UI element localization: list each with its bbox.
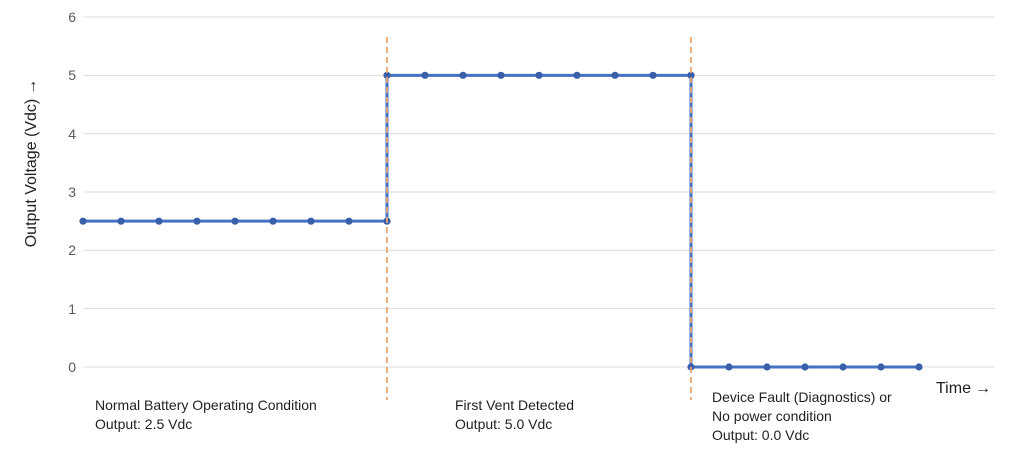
- y-tick-label: 4: [68, 125, 76, 142]
- data-point-marker: [117, 217, 125, 225]
- data-point-marker: [763, 363, 771, 371]
- y-tick-label: 5: [68, 67, 76, 84]
- data-point-marker: [79, 217, 87, 225]
- annotation-line: Output: 2.5 Vdc: [95, 416, 193, 432]
- annotation-first-vent: First Vent Detected Output: 5.0 Vdc: [455, 396, 574, 434]
- data-point-marker: [231, 217, 239, 225]
- data-point-marker: [687, 71, 695, 79]
- data-point-marker: [307, 217, 315, 225]
- data-point-marker: [421, 71, 429, 79]
- y-tick-label: 1: [68, 300, 76, 317]
- annotation-line: No power condition: [712, 408, 832, 424]
- data-point-marker: [725, 363, 733, 371]
- y-tick-label: 3: [68, 184, 76, 200]
- y-axis-title-text: Output Voltage (Vdc): [23, 98, 40, 248]
- x-axis-title: Time →: [936, 380, 991, 398]
- data-point-marker: [459, 71, 467, 79]
- data-point-marker: [269, 217, 277, 225]
- annotation-line: Output: 0.0 Vdc: [712, 427, 810, 443]
- data-point-marker: [801, 363, 809, 371]
- data-point-marker: [649, 71, 657, 79]
- data-point-marker: [573, 71, 581, 79]
- data-point-marker: [345, 217, 353, 225]
- y-tick-label: 0: [68, 359, 76, 375]
- data-point-marker: [155, 217, 163, 225]
- data-point-marker: [497, 71, 505, 79]
- y-tick-label: 6: [68, 9, 76, 25]
- y-tick-label: 2: [68, 242, 76, 259]
- up-arrow-icon: →: [23, 78, 40, 95]
- annotation-line: First Vent Detected: [455, 397, 575, 413]
- data-point-marker: [839, 363, 847, 371]
- x-axis-title-text: Time: [936, 380, 971, 397]
- y-axis-title: Output Voltage (Vdc) →: [23, 33, 45, 293]
- data-point-marker: [877, 363, 885, 371]
- data-point-marker: [915, 363, 923, 371]
- right-arrow-icon: →: [974, 380, 991, 397]
- data-point-marker: [383, 71, 391, 79]
- data-point-marker: [611, 71, 619, 79]
- data-point-marker: [535, 71, 543, 79]
- annotation-normal-battery: Normal Battery Operating Condition Outpu…: [95, 396, 317, 434]
- annotation-line: Device Fault (Diagnostics) or: [712, 389, 892, 405]
- data-point-marker: [193, 217, 201, 225]
- annotation-line: Normal Battery Operating Condition: [95, 397, 317, 413]
- voltage-line: [83, 73, 919, 369]
- annotation-device-fault: Device Fault (Diagnostics) or No power c…: [712, 388, 892, 445]
- annotation-line: Output: 5.0 Vdc: [455, 416, 553, 432]
